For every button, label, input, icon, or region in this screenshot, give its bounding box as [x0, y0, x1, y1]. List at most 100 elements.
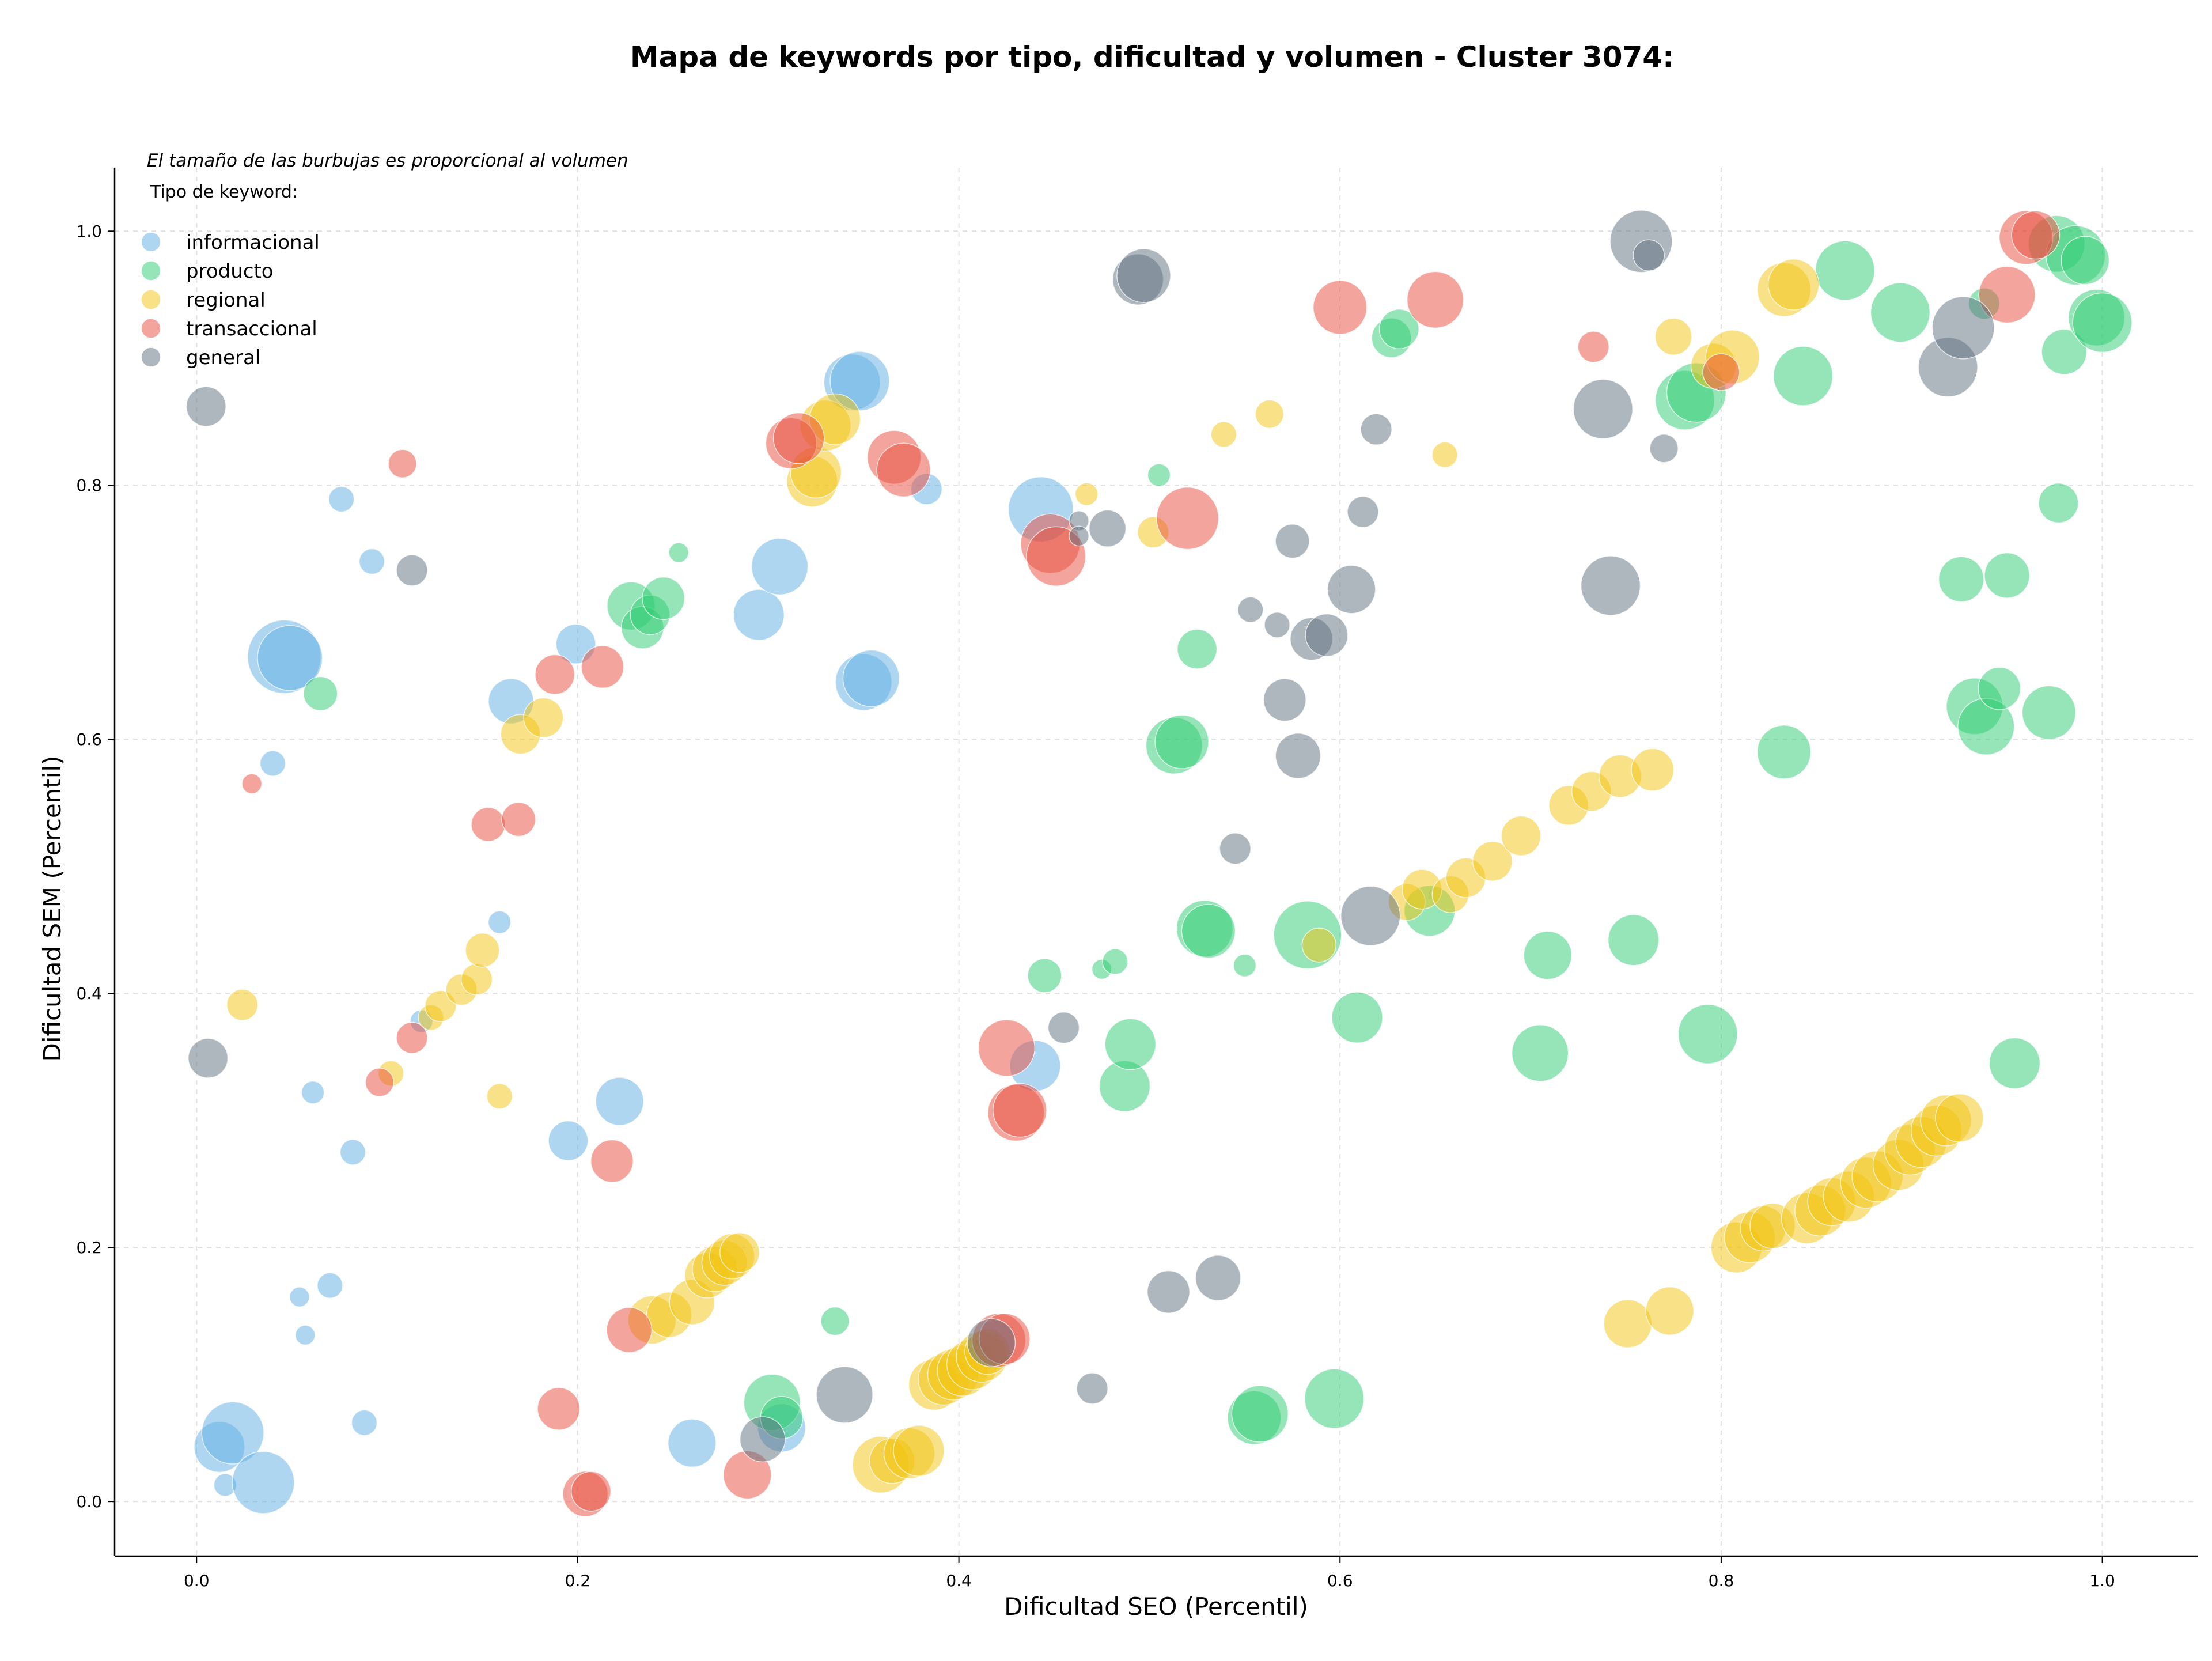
bubble-informacional	[201, 1401, 264, 1465]
grid	[115, 168, 2198, 1556]
bubble-producto	[1102, 948, 1128, 975]
x-tick-label: 0.8	[1709, 1571, 1734, 1590]
bubble-informacional	[301, 1080, 325, 1104]
bubble-transaccional	[978, 1019, 1036, 1077]
bubble-producto	[2038, 483, 2079, 524]
bubble-producto	[303, 676, 338, 711]
bubble-general	[1089, 509, 1127, 547]
bubble-producto	[1233, 954, 1257, 978]
y-tick-label: 1.0	[76, 222, 102, 241]
bubble-producto	[1104, 1018, 1157, 1070]
y-tick-label: 0.4	[76, 984, 102, 1003]
bubble-informacional	[259, 750, 286, 777]
series-regional	[226, 259, 1984, 1493]
bubble-producto	[2061, 236, 2110, 285]
bubble-transaccional	[2011, 210, 2061, 260]
bubble-regional	[1501, 815, 1541, 856]
x-tick-label: 0.4	[946, 1571, 972, 1590]
bubble-general	[1219, 833, 1251, 865]
bubble-producto	[1677, 1004, 1738, 1064]
bubble-general	[1076, 1372, 1108, 1405]
y-tick-label: 0.8	[76, 476, 102, 495]
legend: informacional producto regional transaccion…	[141, 231, 320, 369]
bubble-transaccional	[1577, 331, 1609, 363]
bubble-producto	[1607, 914, 1660, 966]
x-tick-label: 1.0	[2089, 1571, 2115, 1590]
bubble-regional	[465, 933, 500, 968]
legend-title: Tipo de keyword:	[150, 182, 298, 202]
bubble-informacional	[733, 589, 785, 641]
legend-item-informacional: informacional	[141, 231, 320, 254]
series-transaccional	[241, 210, 2061, 1517]
bubble-producto	[2072, 292, 2133, 353]
legend-item-general: general	[141, 346, 260, 369]
bubble-producto	[2041, 328, 2088, 375]
bubble-general	[967, 1318, 1016, 1367]
bubble-general	[1931, 296, 1995, 360]
bubble-producto	[1772, 346, 1834, 406]
y-axis-title: Dificultad SEM (Percentil)	[38, 756, 66, 1062]
bubble-general	[1237, 596, 1264, 623]
series-informacional	[194, 351, 1074, 1514]
legend-marker	[141, 260, 161, 281]
x-tick-label: 0.6	[1327, 1571, 1353, 1590]
bubble-regional	[1767, 259, 1820, 311]
bubble-general	[1116, 248, 1171, 303]
bubble-transaccional	[1312, 280, 1368, 335]
bubble-transaccional	[537, 1387, 581, 1431]
bubble-general	[1263, 678, 1306, 722]
legend-label: general	[186, 346, 260, 369]
bubble-producto	[1984, 552, 2031, 599]
bubble-producto	[668, 542, 690, 563]
bubble-regional	[1472, 841, 1513, 881]
bubble-general	[1633, 239, 1665, 271]
legend-item-producto: producto	[141, 260, 274, 283]
bubble-informacional	[328, 486, 355, 513]
bubble-transaccional	[1702, 353, 1740, 391]
bubble-transaccional	[1978, 266, 2036, 324]
bubble-producto	[1331, 992, 1383, 1043]
bubble-transaccional	[1406, 271, 1464, 329]
bubble-informacional	[351, 1409, 378, 1436]
bubble-producto	[1181, 903, 1236, 959]
bubble-general	[1069, 525, 1089, 547]
bubble-general	[1580, 555, 1641, 616]
bubble-transaccional	[581, 645, 624, 689]
legend-item-transaccional: transaccional	[141, 317, 317, 340]
bubble-general	[1327, 565, 1376, 614]
bubble-producto	[642, 576, 685, 620]
legend-marker	[141, 289, 161, 310]
x-axis-title: Dificultad SEO (Percentil)	[1004, 1592, 1308, 1621]
bubble-general	[1264, 611, 1290, 638]
bubble-informacional	[339, 1139, 366, 1166]
bubble-producto	[820, 1306, 850, 1336]
bubble-producto	[1147, 463, 1171, 487]
bubble-producto	[1304, 1368, 1365, 1429]
bubble-general	[1340, 886, 1401, 946]
bubble-transaccional	[471, 807, 506, 842]
bubble-general	[1195, 1255, 1241, 1301]
bubble-regional	[1210, 421, 1237, 448]
legend-marker	[141, 318, 161, 339]
bubble-transaccional	[993, 1083, 1047, 1138]
bubble-informacional	[842, 649, 900, 707]
legend-label: transaccional	[186, 317, 317, 340]
bubble-general	[1275, 732, 1321, 779]
legend-marker	[141, 347, 161, 368]
bubble-transaccional	[365, 1068, 395, 1097]
x-tick-label: 0.0	[184, 1571, 210, 1590]
legend-marker	[141, 232, 161, 252]
bubble-regional	[893, 1425, 945, 1477]
bubble-producto	[1177, 629, 1218, 669]
bubble-regional	[1301, 928, 1337, 963]
bubble-general	[188, 1038, 229, 1079]
y-tick-label: 0.0	[76, 1492, 102, 1511]
axes: 0.0 0.2 0.4 0.6 0.8 1.0 0.0 0.2 0.4 0.6 0.8 1.0	[76, 168, 2198, 1590]
bubble-regional	[719, 1232, 760, 1273]
bubble-transaccional	[571, 1471, 612, 1512]
bubble-transaccional	[241, 773, 263, 794]
bubble-size-note: El tamaño de las burbujas es proporciona…	[147, 150, 628, 171]
bubble-general	[1047, 1012, 1080, 1044]
bubble-transaccional	[396, 1021, 428, 1054]
